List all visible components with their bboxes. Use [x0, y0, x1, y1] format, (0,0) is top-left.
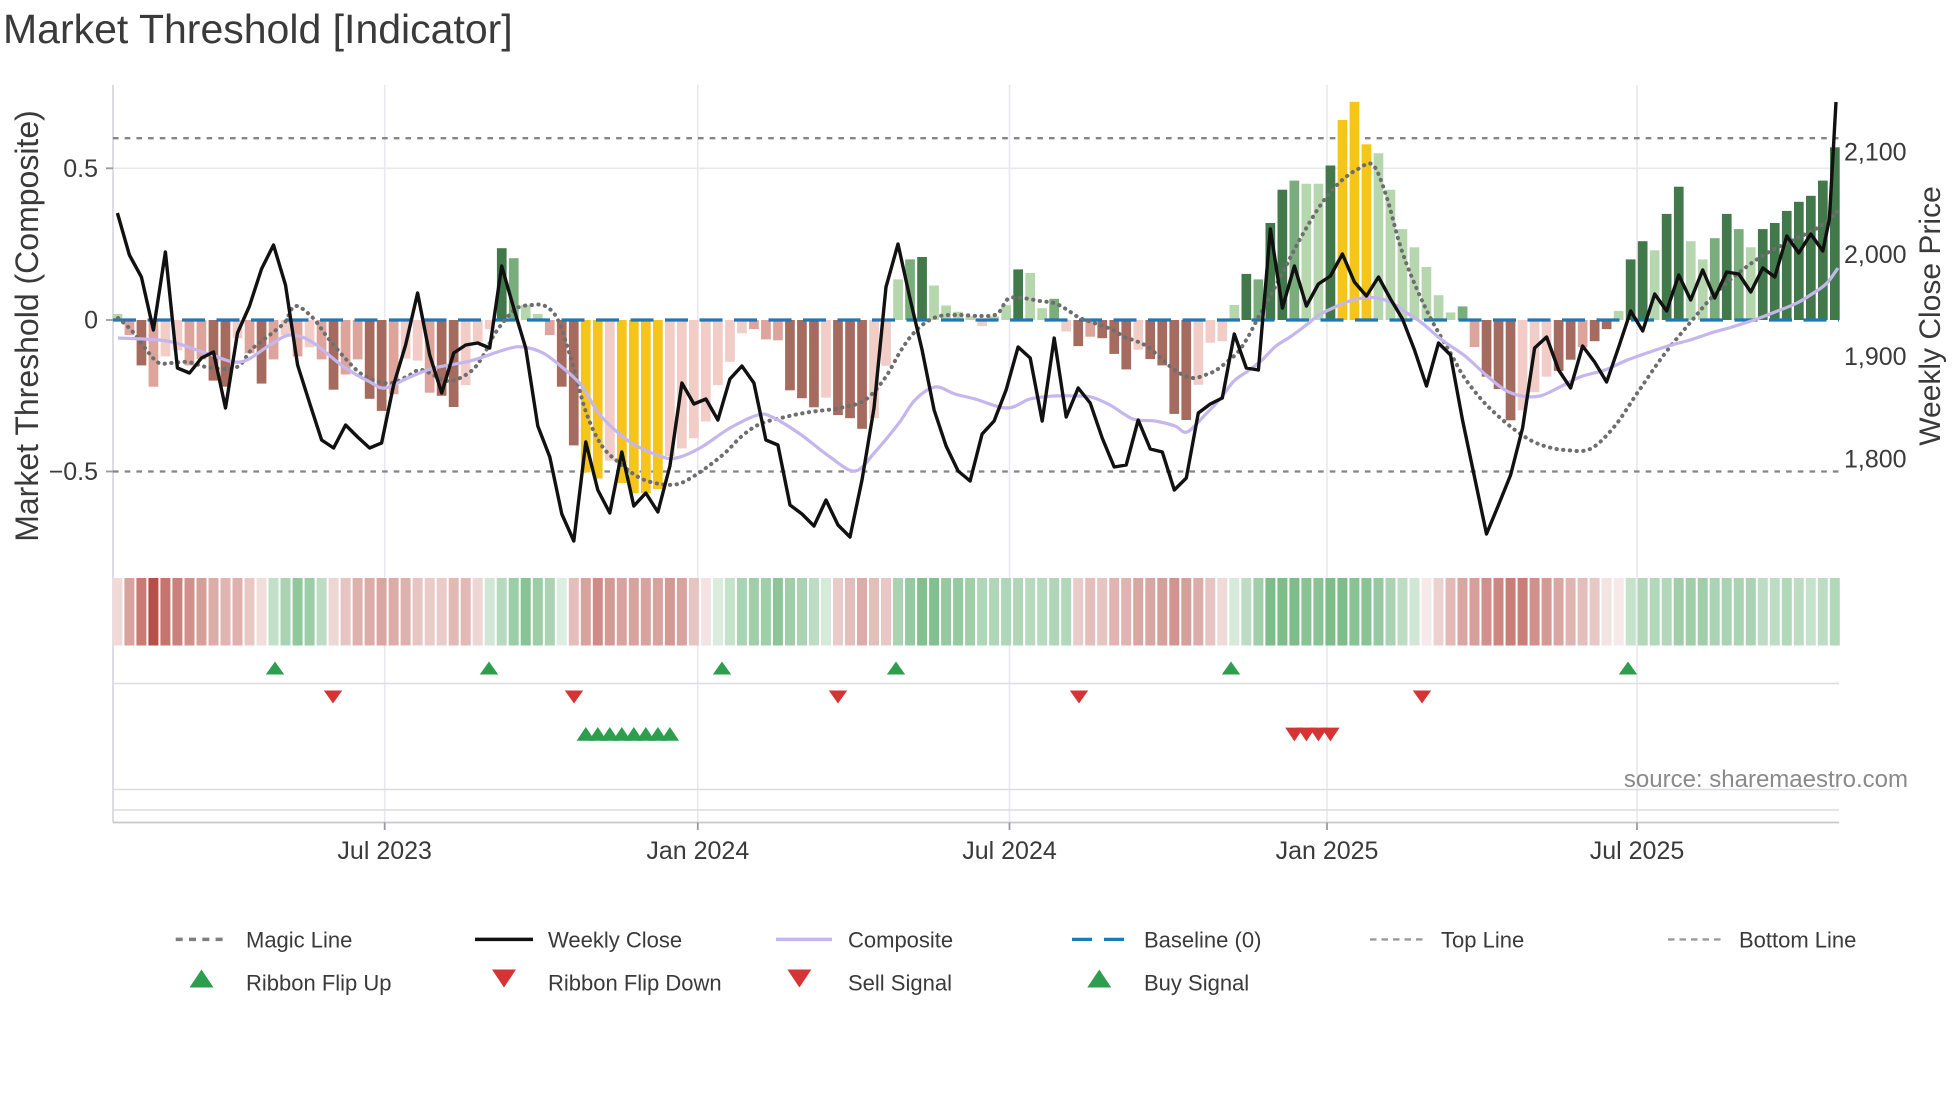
svg-text:Baseline (0): Baseline (0) — [1144, 928, 1261, 953]
svg-text:Market Threshold [Indicator]: Market Threshold [Indicator] — [3, 6, 513, 52]
svg-text:2,100: 2,100 — [1844, 139, 1907, 167]
svg-text:Weekly Close Price: Weekly Close Price — [1914, 186, 1947, 446]
svg-text:Jan 2024: Jan 2024 — [646, 837, 749, 865]
svg-text:1,800: 1,800 — [1844, 446, 1907, 474]
svg-text:Market Threshold (Composite): Market Threshold (Composite) — [9, 110, 45, 542]
svg-text:Buy Signal: Buy Signal — [1144, 971, 1249, 996]
svg-text:0.5: 0.5 — [63, 155, 98, 183]
svg-text:0: 0 — [84, 307, 98, 335]
svg-text:2,000: 2,000 — [1844, 241, 1907, 269]
svg-text:Sell Signal: Sell Signal — [848, 971, 952, 996]
svg-text:Top Line: Top Line — [1441, 928, 1524, 953]
svg-text:Weekly Close: Weekly Close — [548, 928, 682, 953]
svg-text:1,900: 1,900 — [1844, 343, 1907, 371]
svg-text:source: sharemaestro.com: source: sharemaestro.com — [1624, 766, 1908, 793]
svg-text:−0.5: −0.5 — [49, 458, 98, 486]
svg-text:Magic Line: Magic Line — [246, 928, 352, 953]
svg-text:Jul 2024: Jul 2024 — [962, 837, 1057, 865]
svg-text:Composite: Composite — [848, 928, 953, 953]
svg-text:Ribbon Flip Up: Ribbon Flip Up — [246, 971, 392, 996]
svg-text:Ribbon Flip Down: Ribbon Flip Down — [548, 971, 722, 996]
svg-text:Bottom Line: Bottom Line — [1739, 928, 1856, 953]
svg-text:Jul 2025: Jul 2025 — [1590, 837, 1685, 865]
svg-text:Jan 2025: Jan 2025 — [1276, 837, 1379, 865]
svg-text:Jul 2023: Jul 2023 — [337, 837, 432, 865]
